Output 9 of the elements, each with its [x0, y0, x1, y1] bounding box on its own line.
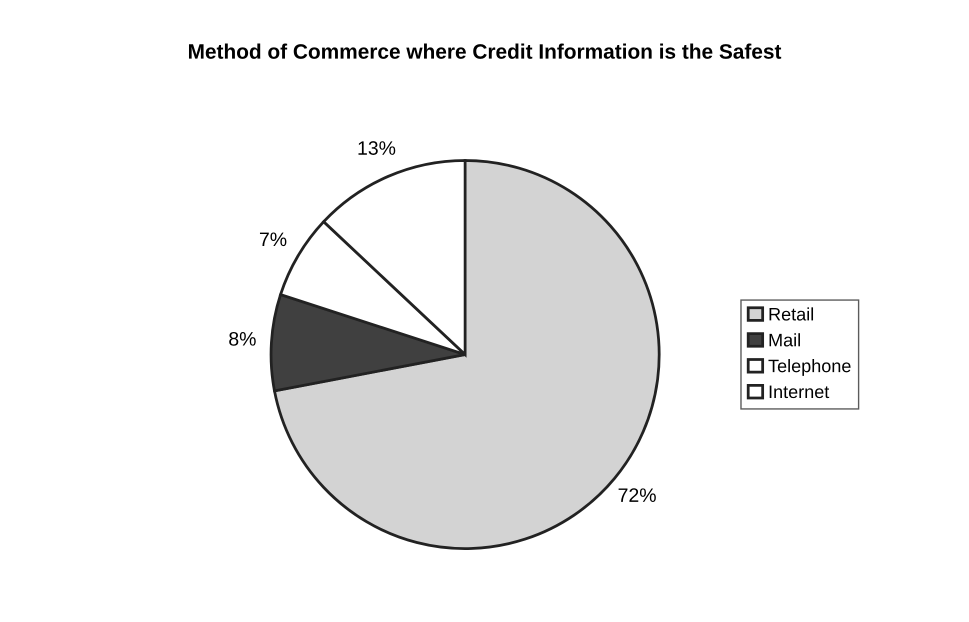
legend-label: Telephone: [768, 359, 851, 376]
chart-title: Method of Commerce where Credit Information is the Safest: [188, 44, 782, 59]
legend-label: Mail: [770, 333, 800, 346]
data-label: 13%: [358, 141, 396, 155]
legend-label: Internet: [770, 386, 830, 398]
legend-label: Retail: [770, 307, 814, 321]
data-label: 72%: [618, 488, 656, 502]
data-label: 7%: [260, 232, 286, 246]
data-label: 8%: [229, 332, 256, 346]
